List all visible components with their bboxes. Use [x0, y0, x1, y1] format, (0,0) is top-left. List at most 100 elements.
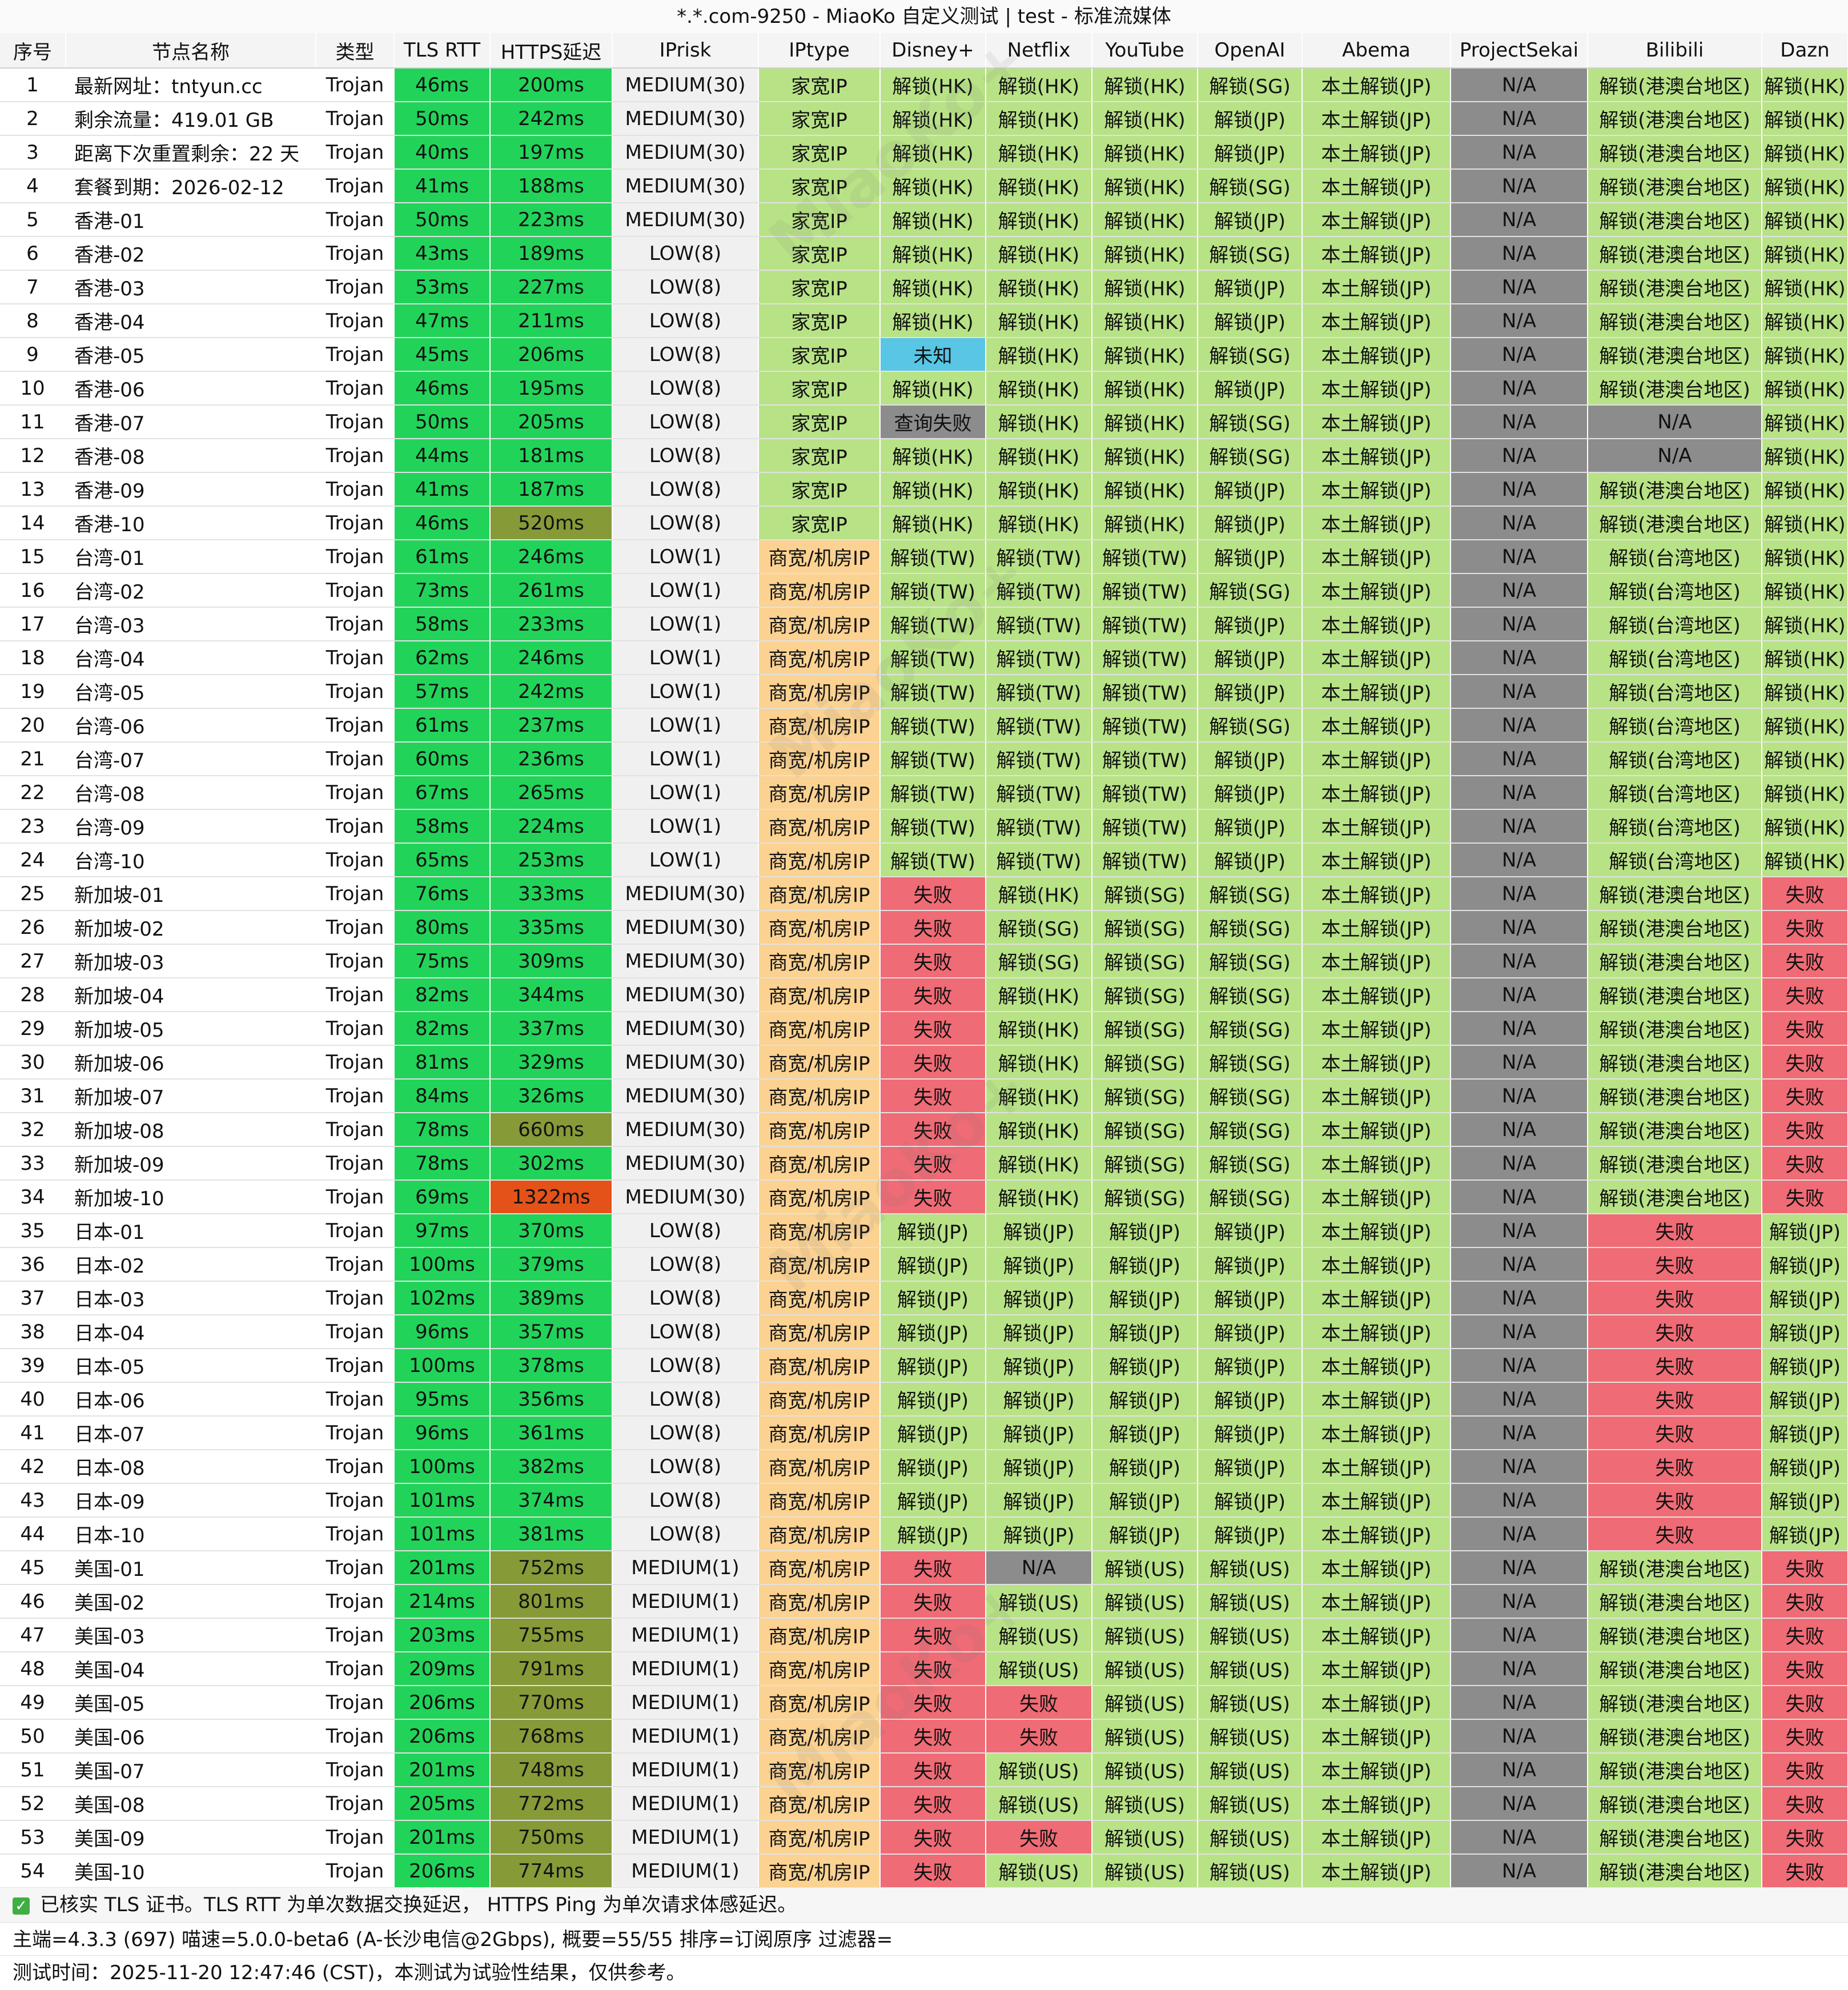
- cell-iprisk: LOW(1): [612, 809, 759, 844]
- cell-disney: 查询失败: [880, 405, 986, 439]
- table-row: 6 香港-02 Trojan 43ms 189ms LOW(8) 家宽IP 解锁(HK) 解锁(…: [0, 236, 1848, 271]
- cell-iptype: 家宽IP: [758, 439, 881, 473]
- cell-tls-rtt: 203ms: [394, 1618, 491, 1652]
- cell-iprisk: MEDIUM(1): [612, 1686, 759, 1720]
- cell-youtube: 解锁(TW): [1092, 540, 1198, 574]
- cell-node-name: 台湾-08: [66, 776, 316, 810]
- cell-type: Trojan: [316, 1517, 395, 1551]
- table-row: 46 美国-02 Trojan 214ms 801ms MEDIUM(1) 商宽/机房IP 失…: [0, 1584, 1848, 1619]
- cell-abema: 本土解锁(JP): [1302, 1787, 1451, 1821]
- cell-openai: 解锁(JP): [1198, 809, 1303, 844]
- cell-abema: 本土解锁(JP): [1302, 1584, 1451, 1619]
- cell-tls-rtt: 206ms: [394, 1854, 491, 1888]
- cell-iptype: 家宽IP: [758, 405, 881, 439]
- cell-https-latency: 205ms: [490, 405, 613, 439]
- table-row: 2 剩余流量：419.01 GB Trojan 50ms 242ms MEDIUM(30)…: [0, 102, 1848, 136]
- cell-node-name: 香港-06: [66, 371, 316, 406]
- cell-disney: 失败: [880, 1854, 986, 1888]
- cell-youtube: 解锁(HK): [1092, 102, 1198, 136]
- cell-index: 7: [0, 270, 66, 304]
- cell-type: Trojan: [316, 1382, 395, 1417]
- cell-https-latency: 181ms: [490, 439, 613, 473]
- table-row: 47 美国-03 Trojan 203ms 755ms MEDIUM(1) 商宽/机房IP 失…: [0, 1618, 1848, 1652]
- cell-youtube: 解锁(SG): [1092, 1113, 1198, 1147]
- cell-node-name: 美国-02: [66, 1584, 316, 1619]
- cell-youtube: 解锁(JP): [1092, 1315, 1198, 1349]
- cell-https-latency: 1322ms: [490, 1180, 613, 1214]
- cell-index: 31: [0, 1079, 66, 1113]
- cell-https-latency: 206ms: [490, 338, 613, 372]
- cell-node-name: 最新网址：tntyun.cc: [66, 68, 316, 102]
- cell-https-latency: 801ms: [490, 1584, 613, 1619]
- cell-openai: 解锁(SG): [1198, 944, 1303, 978]
- cell-tls-rtt: 69ms: [394, 1180, 491, 1214]
- cell-tls-rtt: 101ms: [394, 1517, 491, 1551]
- cell-tls-rtt: 50ms: [394, 102, 491, 136]
- cell-https-latency: 261ms: [490, 573, 613, 608]
- cell-tls-rtt: 50ms: [394, 405, 491, 439]
- cell-projectsekai: N/A: [1451, 1180, 1588, 1214]
- cell-iprisk: MEDIUM(1): [612, 1820, 759, 1855]
- cell-projectsekai: N/A: [1451, 776, 1588, 810]
- cell-openai: 解锁(JP): [1198, 1315, 1303, 1349]
- cell-dazn: 失败: [1762, 1753, 1848, 1787]
- cell-tls-rtt: 81ms: [394, 1045, 491, 1080]
- cell-iptype: 家宽IP: [758, 203, 881, 237]
- table-row: 34 新加坡-10 Trojan 69ms 1322ms MEDIUM(30) 商宽/机房I…: [0, 1180, 1848, 1214]
- cell-iptype: 商宽/机房IP: [758, 877, 881, 911]
- table-row: 28 新加坡-04 Trojan 82ms 344ms MEDIUM(30) 商宽/机房IP…: [0, 978, 1848, 1012]
- cell-node-name: 香港-03: [66, 270, 316, 304]
- cell-abema: 本土解锁(JP): [1302, 1450, 1451, 1484]
- cell-netflix: 解锁(TW): [986, 708, 1092, 743]
- cell-iptype: 商宽/机房IP: [758, 607, 881, 641]
- cell-index: 39: [0, 1349, 66, 1383]
- cell-iprisk: MEDIUM(30): [612, 169, 759, 203]
- cell-youtube: 解锁(US): [1092, 1618, 1198, 1652]
- cell-projectsekai: N/A: [1451, 1281, 1588, 1315]
- cell-index: 22: [0, 776, 66, 810]
- cell-netflix: 解锁(HK): [986, 304, 1092, 338]
- cell-node-name: 日本-07: [66, 1416, 316, 1450]
- cell-tls-rtt: 201ms: [394, 1753, 491, 1787]
- table-row: 41 日本-07 Trojan 96ms 361ms LOW(8) 商宽/机房IP 解锁(JP…: [0, 1416, 1848, 1450]
- cell-dazn: 解锁(JP): [1762, 1483, 1848, 1518]
- cell-netflix: 解锁(TW): [986, 776, 1092, 810]
- cell-projectsekai: N/A: [1451, 1686, 1588, 1720]
- cell-disney: 失败: [880, 1584, 986, 1619]
- cell-type: Trojan: [316, 843, 395, 877]
- cell-tls-rtt: 95ms: [394, 1382, 491, 1417]
- cell-dazn: 解锁(JP): [1762, 1382, 1848, 1417]
- cell-dazn: 失败: [1762, 1787, 1848, 1821]
- cell-openai: 解锁(SG): [1198, 1180, 1303, 1214]
- cell-dazn: 解锁(HK): [1762, 809, 1848, 844]
- cell-https-latency: 236ms: [490, 742, 613, 776]
- cell-projectsekai: N/A: [1451, 1618, 1588, 1652]
- cell-node-name: 新加坡-03: [66, 944, 316, 978]
- cell-iprisk: LOW(8): [612, 506, 759, 540]
- cell-netflix: 解锁(JP): [986, 1517, 1092, 1551]
- cell-abema: 本土解锁(JP): [1302, 1483, 1451, 1518]
- cell-projectsekai: N/A: [1451, 540, 1588, 574]
- cell-https-latency: 378ms: [490, 1349, 613, 1383]
- cell-projectsekai: N/A: [1451, 1652, 1588, 1686]
- table-row: 13 香港-09 Trojan 41ms 187ms LOW(8) 家宽IP 解锁(HK) 解锁…: [0, 472, 1848, 507]
- cell-index: 2: [0, 102, 66, 136]
- cell-tls-rtt: 76ms: [394, 877, 491, 911]
- cell-https-latency: 227ms: [490, 270, 613, 304]
- cell-disney: 失败: [880, 1079, 986, 1113]
- cell-dazn: 失败: [1762, 1045, 1848, 1080]
- cell-projectsekai: N/A: [1451, 708, 1588, 743]
- cell-node-name: 台湾-04: [66, 641, 316, 675]
- cell-netflix: 失败: [986, 1686, 1092, 1720]
- cell-bilibili: 解锁(台湾地区): [1588, 742, 1762, 776]
- header-bilibili: Bilibili: [1588, 33, 1762, 69]
- cell-node-name: 美国-04: [66, 1652, 316, 1686]
- cell-index: 34: [0, 1180, 66, 1214]
- cell-dazn: 解锁(HK): [1762, 843, 1848, 877]
- cell-youtube: 解锁(JP): [1092, 1214, 1198, 1248]
- cell-openai: 解锁(US): [1198, 1719, 1303, 1754]
- table-row: 9 香港-05 Trojan 45ms 206ms LOW(8) 家宽IP 未知 解锁(HK) 解…: [0, 338, 1848, 372]
- cell-youtube: 解锁(US): [1092, 1584, 1198, 1619]
- cell-node-name: 日本-10: [66, 1517, 316, 1551]
